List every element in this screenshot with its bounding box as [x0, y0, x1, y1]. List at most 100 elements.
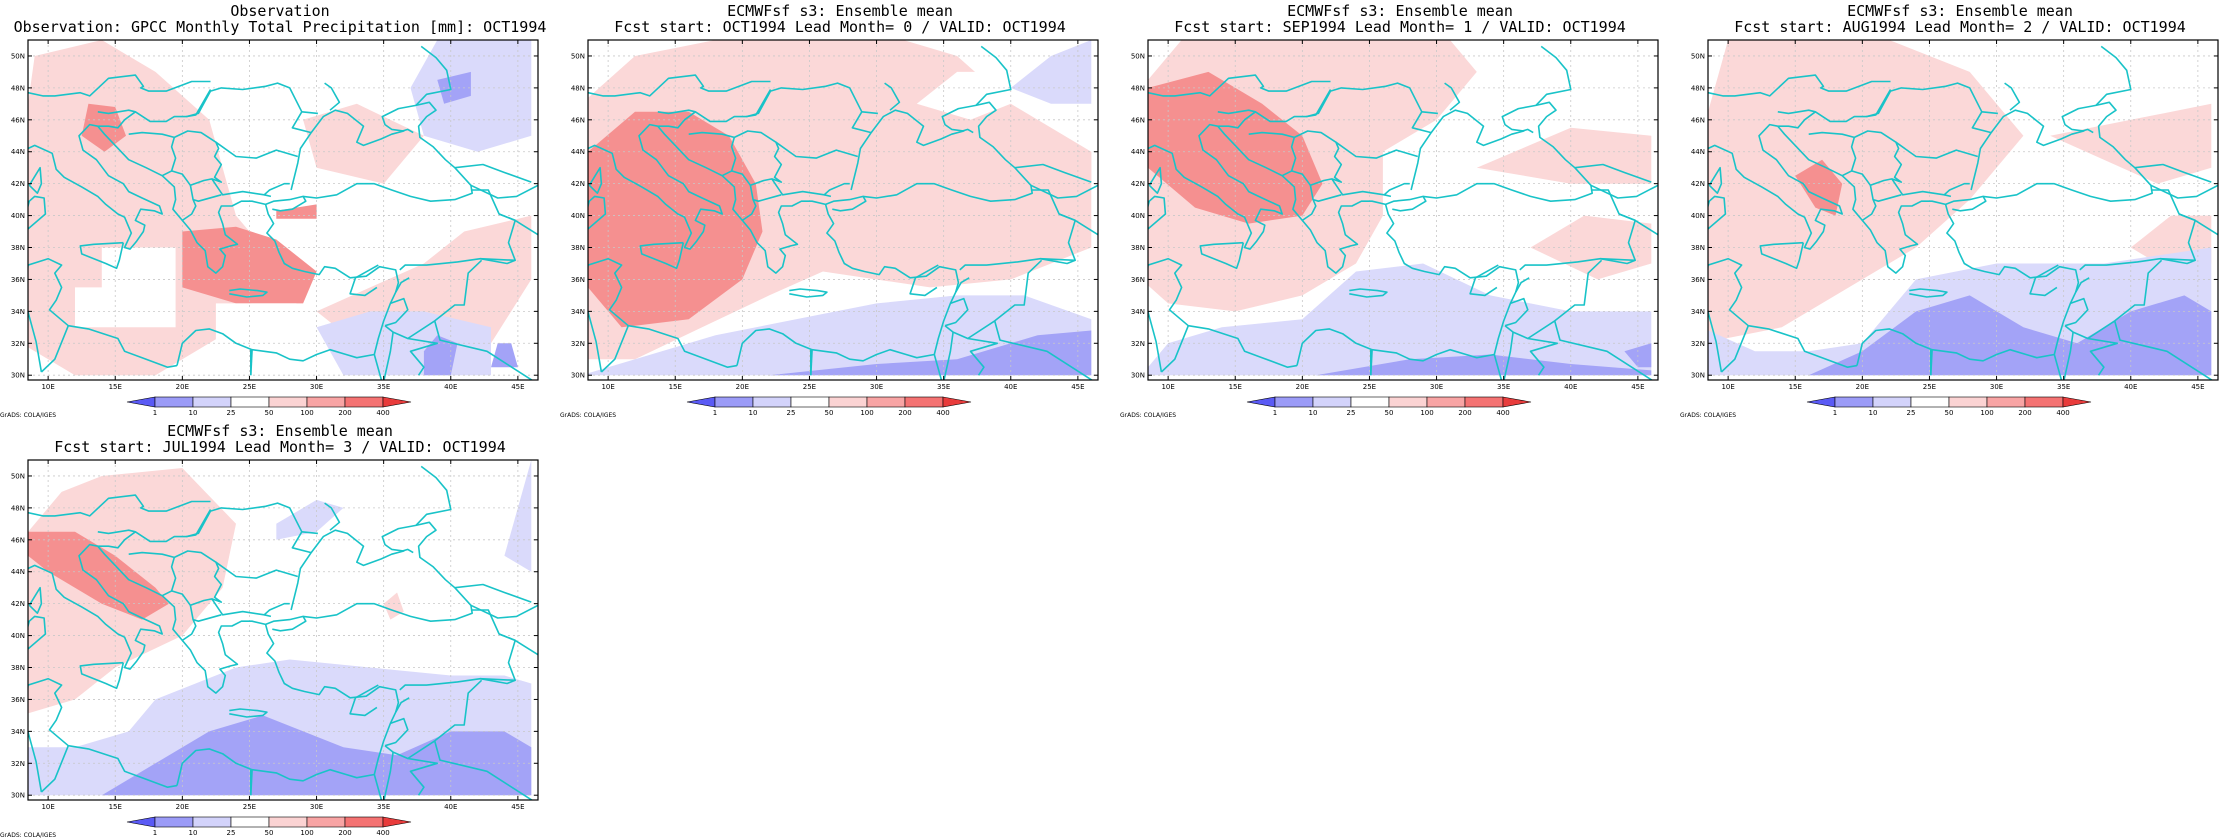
coastline: [181, 199, 197, 222]
coastline: [498, 633, 538, 656]
coastline: [28, 166, 43, 194]
shaded-region: [215, 303, 297, 352]
coastline: [28, 257, 178, 369]
colorbar-label: 10: [189, 409, 198, 417]
lat-tick-label: 32N: [571, 340, 585, 348]
colorbar-label: 200: [338, 409, 351, 417]
coastline: [1720, 325, 1750, 373]
lon-tick-label: 25E: [803, 383, 816, 391]
colorbar: 1 10 25 50 100 200 400: [126, 816, 412, 837]
shaded-region: [1708, 40, 2024, 342]
lon-tick-label: 45E: [2191, 383, 2204, 391]
colorbar-label: 400: [936, 409, 949, 417]
colorbar-label: 1: [1833, 409, 1837, 417]
coastline: [1306, 82, 1432, 134]
panel-subtitle: Fcst start: SEP1994 Lead Month= 1 / VALI…: [1174, 18, 1626, 36]
coastline: [189, 605, 222, 622]
map-panel-2: 30N 32N 34N 36N 38N 40N 42N 44N 46N 48N 50N 10E 15E 2…: [1120, 0, 1680, 420]
coastline: [1148, 123, 1283, 250]
lon-tick-label: 35E: [377, 383, 390, 391]
lat-tick-label: 48N: [1131, 84, 1145, 92]
coastline: [373, 774, 383, 800]
coastline: [454, 583, 532, 603]
coastline: [1014, 163, 1092, 183]
lat-tick-label: 46N: [1131, 116, 1145, 124]
coastline: [943, 331, 954, 380]
coastline: [1493, 354, 1503, 380]
coastline: [1777, 125, 2080, 366]
lat-tick-label: 36N: [571, 276, 585, 284]
lon-tick-label: 40E: [2124, 383, 2137, 391]
shaded-region: [2050, 103, 2212, 184]
lat-tick-label: 44N: [11, 568, 25, 576]
coastline: [181, 619, 197, 642]
map-panel-3: 30N 32N 34N 36N 38N 40N 42N 44N 46N 48N 50N 10E 15E 2…: [1680, 0, 2240, 420]
lat-tick-label: 50N: [11, 472, 25, 480]
coastline: [975, 45, 1012, 106]
coastline: [588, 74, 771, 97]
coastline: [28, 615, 47, 650]
coastline: [2087, 337, 2119, 376]
lat-tick-label: 30N: [1691, 372, 1705, 380]
grads-credit: GrADS: COLA/IGES: [0, 412, 57, 419]
grads-credit: GrADS: COLA/IGES: [0, 832, 57, 839]
coastline: [384, 679, 483, 760]
colorbar-label: 100: [1420, 409, 1433, 417]
lon-tick-label: 15E: [109, 803, 122, 811]
precip-map-1: 30N 32N 34N 36N 38N 40N 42N 44N 46N 48N 50N 10E 15E 2…: [571, 39, 1099, 417]
colorbar-label: 200: [898, 409, 911, 417]
lat-tick-label: 34N: [1691, 308, 1705, 316]
panel-title: ECMWFsf s3: Ensemble mean: [167, 422, 393, 440]
lon-tick-label: 20E: [176, 803, 189, 811]
lat-tick-label: 48N: [1691, 84, 1705, 92]
coastline: [171, 130, 223, 187]
precip-map-4: 30N 32N 34N 36N 38N 40N 42N 44N 46N 48N 50N 10E 15E 2…: [11, 459, 539, 837]
lon-tick-label: 30E: [1430, 383, 1443, 391]
shaded-region: [916, 71, 1011, 120]
coastline: [824, 194, 832, 198]
colorbar-label: 1: [713, 409, 717, 417]
lat-tick-label: 38N: [571, 244, 585, 252]
coastline: [28, 123, 163, 250]
coastline: [454, 163, 532, 183]
coastline: [470, 604, 538, 619]
lon-tick-label: 30E: [310, 383, 323, 391]
coastline: [1444, 82, 1461, 111]
lon-tick-label: 45E: [511, 383, 524, 391]
lat-tick-label: 32N: [11, 340, 25, 348]
coastline: [731, 130, 783, 187]
coastline: [1866, 82, 1992, 134]
colorbar: 1 10 25 50 100 200 400: [126, 396, 412, 417]
coastline: [1504, 259, 1603, 340]
colorbar-label: 200: [1458, 409, 1471, 417]
coastline: [944, 259, 1043, 340]
lon-tick-label: 30E: [1990, 383, 2003, 391]
coastline: [600, 325, 630, 373]
coastline: [1349, 288, 1388, 298]
colorbar-label: 400: [2056, 409, 2069, 417]
coastline: [1515, 277, 1530, 293]
lon-tick-label: 20E: [1296, 383, 1309, 391]
coastline: [1148, 195, 1167, 230]
lat-tick-label: 32N: [1131, 340, 1145, 348]
shaded-region: [1148, 263, 1652, 376]
coastline: [2134, 163, 2212, 183]
coastline: [264, 194, 272, 198]
lat-tick-label: 38N: [1131, 244, 1145, 252]
coastline: [1527, 337, 1559, 376]
coastline: [588, 265, 603, 373]
coastline: [171, 550, 223, 607]
coastline: [588, 166, 603, 194]
colorbar-label: 100: [300, 409, 313, 417]
coastline: [1861, 199, 1877, 222]
coastline: [1030, 184, 1098, 199]
shaded-region: [276, 204, 317, 219]
coastline: [28, 677, 178, 789]
coastline: [324, 502, 341, 531]
coastline: [993, 320, 1094, 380]
lat-tick-label: 38N: [11, 244, 25, 252]
coastline: [1503, 331, 1514, 380]
colorbar-label: 25: [787, 409, 796, 417]
coastline: [229, 708, 268, 718]
colorbar-label: 25: [1347, 409, 1356, 417]
